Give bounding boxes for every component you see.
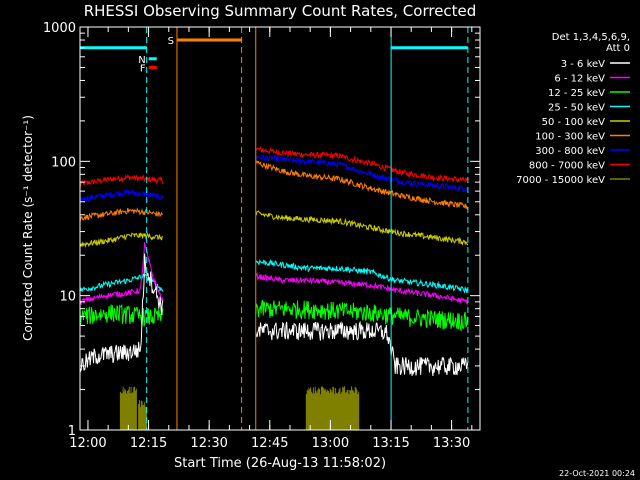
y-tick-label-2: 100 xyxy=(51,155,76,170)
series-3-segment-1 xyxy=(255,210,469,246)
series-4-segment-1 xyxy=(255,258,469,294)
x-tick-label-5: 13:15 xyxy=(372,436,409,451)
series-0-segment-0 xyxy=(79,174,164,187)
flag-label-3: S xyxy=(168,36,174,47)
series-8-bar-1 xyxy=(138,400,148,430)
series-5-segment-1 xyxy=(255,272,469,305)
flag-label-2: F xyxy=(140,63,146,74)
plot-frame xyxy=(79,26,481,431)
x-tick-label-0: 12:00 xyxy=(69,436,106,451)
x-axis-label: Start Time (26-Aug-13 11:58:02) xyxy=(174,456,386,471)
legend-header-1: Att 0 xyxy=(606,43,630,54)
series-1-segment-1 xyxy=(255,153,469,193)
series-1-segment-0 xyxy=(79,188,164,203)
x-tick-label-3: 12:45 xyxy=(251,436,288,451)
legend-entry-7: 800 - 7000 keV xyxy=(529,161,605,172)
legend-entry-2: 12 - 25 keV xyxy=(548,88,605,99)
legend-entry-0: 3 - 6 keV xyxy=(561,59,605,70)
y-tick-label-3: 1000 xyxy=(43,21,76,36)
series-7-segment-1 xyxy=(255,320,469,377)
flag-label-1: N xyxy=(138,55,145,66)
series-6-segment-0 xyxy=(79,303,164,327)
axes-layer: 1 10 100 1000 12:00 12:15 12:30 12:45 13:00 13:15… xyxy=(43,21,481,451)
legend: Det 1,3,4,5,6,9,Att 03 - 6 keV 6 - 12 keV… xyxy=(516,32,630,186)
series-3-segment-0 xyxy=(79,231,164,248)
legend-entry-3: 25 - 50 keV xyxy=(548,103,605,114)
x-tick-label-2: 12:30 xyxy=(190,436,227,451)
legend-entry-5: 100 - 300 keV xyxy=(535,132,605,143)
series-8-bar-0 xyxy=(119,386,137,430)
series-0-segment-1 xyxy=(255,146,469,184)
y-tick-label-0: 1 xyxy=(68,424,76,439)
y-axis-label: Corrected Count Rate (s⁻¹ detector⁻¹) xyxy=(21,115,35,341)
trace-layer xyxy=(79,146,469,430)
generation-timestamp: 22-Oct-2021 00:24 xyxy=(559,469,635,478)
legend-entry-6: 300 - 800 keV xyxy=(535,146,605,157)
annotation-layer: NF S xyxy=(80,27,469,430)
series-2-segment-0 xyxy=(79,207,163,221)
x-tick-label-6: 13:30 xyxy=(433,436,470,451)
legend-header-0: Det 1,3,4,5,6,9, xyxy=(552,32,630,43)
legend-entry-8: 7000 - 15000 keV xyxy=(516,175,605,186)
x-tick-label-1: 12:15 xyxy=(130,436,167,451)
series-8-bar-2 xyxy=(305,386,360,430)
legend-entry-4: 50 - 100 keV xyxy=(542,117,606,128)
series-2-segment-1 xyxy=(255,159,469,210)
series-5-segment-0 xyxy=(79,242,164,306)
series-6-segment-1 xyxy=(255,299,469,332)
x-tick-label-4: 13:00 xyxy=(312,436,349,451)
chart-title: RHESSI Observing Summary Count Rates, Co… xyxy=(84,2,477,20)
y-tick-label-1: 10 xyxy=(59,290,76,305)
series-7-segment-0 xyxy=(79,253,164,373)
legend-entry-1: 6 - 12 keV xyxy=(554,74,605,85)
